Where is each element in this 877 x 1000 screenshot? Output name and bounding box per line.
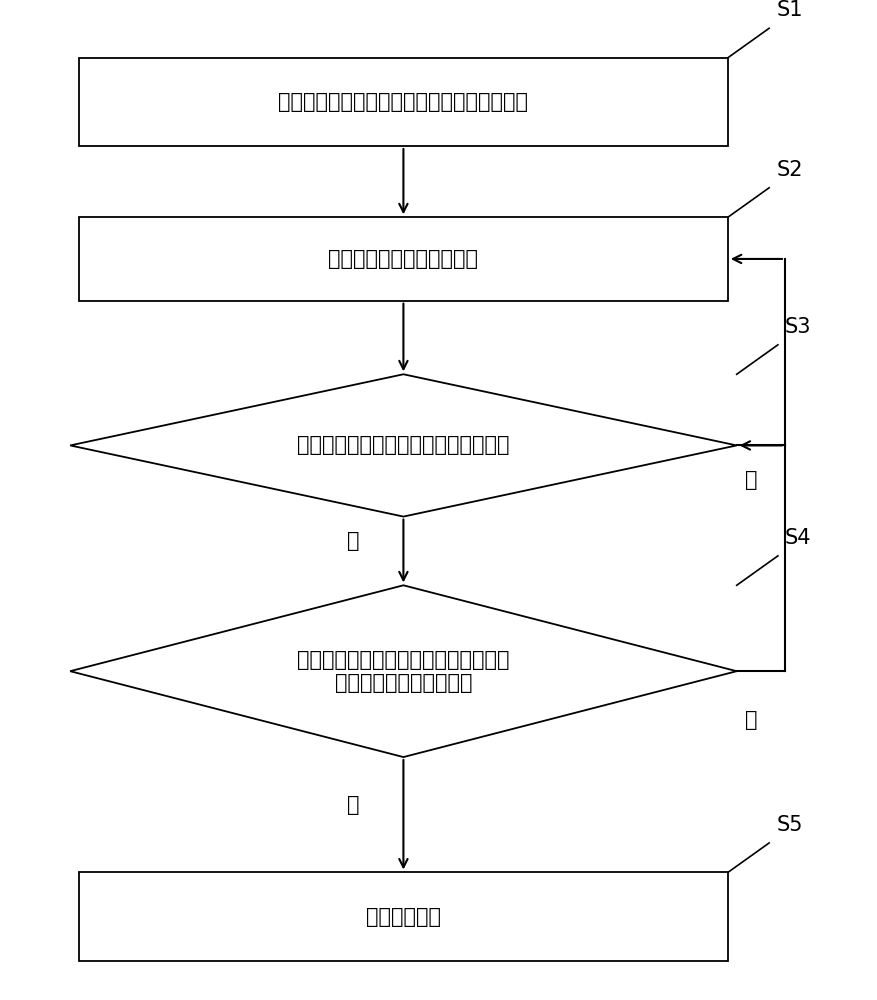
Text: S4: S4 xyxy=(785,528,811,548)
Text: S5: S5 xyxy=(776,815,802,835)
Text: 监测所述坐标值是否进入所述坐标范围: 监测所述坐标值是否进入所述坐标范围 xyxy=(297,435,510,455)
Text: 否: 否 xyxy=(745,470,758,490)
Text: 是: 是 xyxy=(347,531,360,551)
Text: 识别用户的眼部动作并判断用户眼部动
作是否符合预设眼部动作: 识别用户的眼部动作并判断用户眼部动 作是否符合预设眼部动作 xyxy=(297,650,510,693)
FancyBboxPatch shape xyxy=(79,58,728,146)
Text: 是: 是 xyxy=(347,795,360,815)
Polygon shape xyxy=(70,585,737,757)
Text: 识别用户视线焦点的坐标值: 识别用户视线焦点的坐标值 xyxy=(328,249,479,269)
Text: 执行控制操作: 执行控制操作 xyxy=(366,907,441,927)
FancyBboxPatch shape xyxy=(79,872,728,961)
Polygon shape xyxy=(70,374,737,517)
FancyBboxPatch shape xyxy=(79,217,728,301)
Text: S2: S2 xyxy=(776,160,802,180)
Text: 否: 否 xyxy=(745,710,758,730)
Text: 获取终端显示区域内的可操作区域的坐标范围: 获取终端显示区域内的可操作区域的坐标范围 xyxy=(278,92,529,112)
Text: S3: S3 xyxy=(785,317,811,337)
Text: S1: S1 xyxy=(776,0,802,20)
